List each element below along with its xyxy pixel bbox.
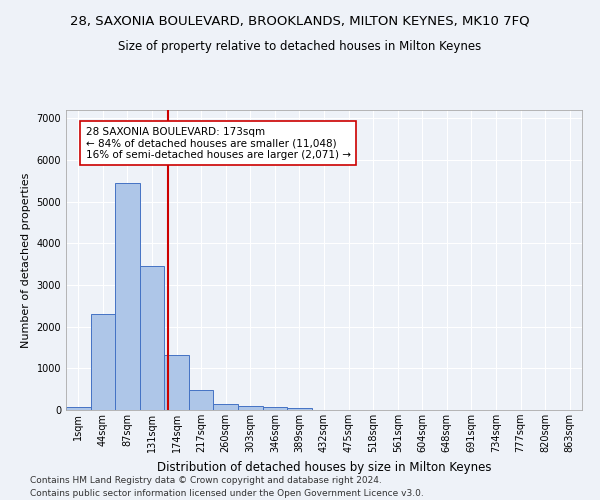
Bar — [140, 266, 164, 410]
X-axis label: Distribution of detached houses by size in Milton Keynes: Distribution of detached houses by size … — [157, 460, 491, 473]
Text: 28 SAXONIA BOULEVARD: 173sqm
← 84% of detached houses are smaller (11,048)
16% o: 28 SAXONIA BOULEVARD: 173sqm ← 84% of de… — [86, 126, 350, 160]
Bar — [189, 390, 214, 410]
Bar — [214, 404, 238, 410]
Bar — [66, 407, 91, 410]
Text: Contains HM Land Registry data © Crown copyright and database right 2024.: Contains HM Land Registry data © Crown c… — [30, 476, 382, 485]
Bar — [287, 408, 312, 410]
Text: Contains public sector information licensed under the Open Government Licence v3: Contains public sector information licen… — [30, 488, 424, 498]
Text: Size of property relative to detached houses in Milton Keynes: Size of property relative to detached ho… — [118, 40, 482, 53]
Bar — [263, 408, 287, 410]
Bar — [115, 183, 140, 410]
Y-axis label: Number of detached properties: Number of detached properties — [21, 172, 31, 348]
Text: 28, SAXONIA BOULEVARD, BROOKLANDS, MILTON KEYNES, MK10 7FQ: 28, SAXONIA BOULEVARD, BROOKLANDS, MILTO… — [70, 15, 530, 28]
Bar — [91, 314, 115, 410]
Bar — [164, 355, 189, 410]
Bar — [238, 406, 263, 410]
